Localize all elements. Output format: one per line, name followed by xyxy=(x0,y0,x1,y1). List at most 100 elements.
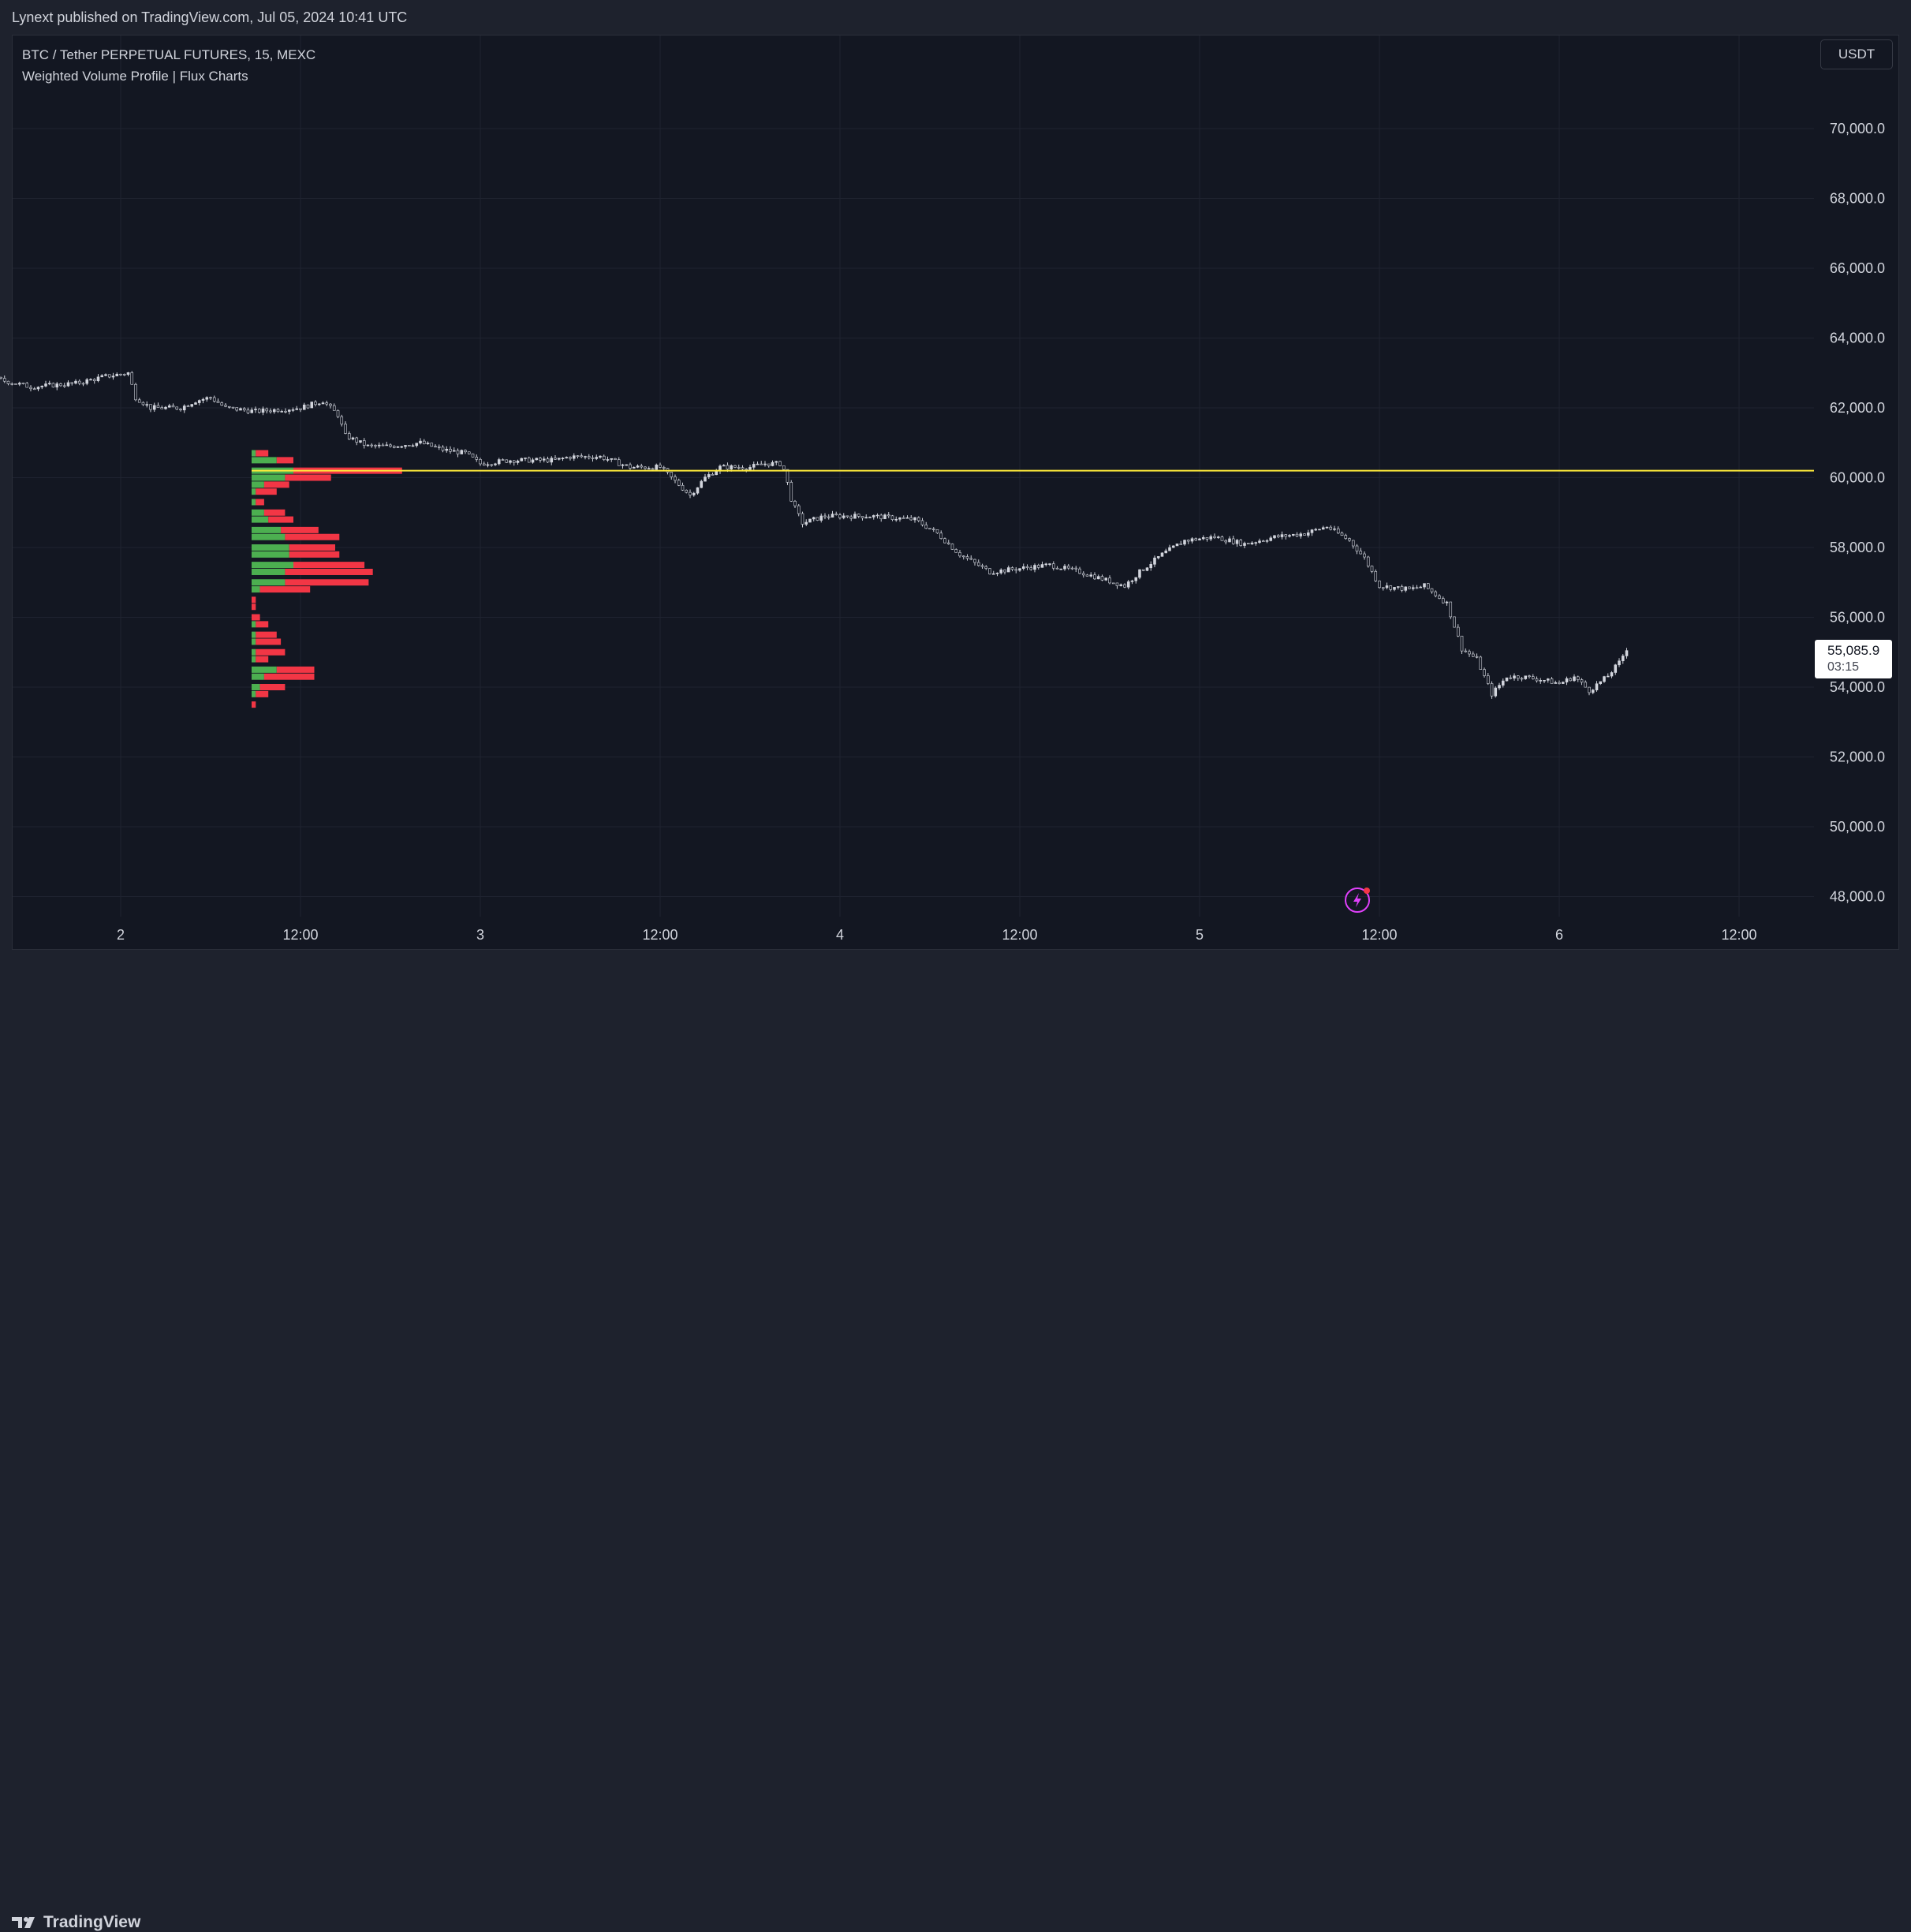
candle-body xyxy=(830,514,834,518)
candle-body xyxy=(1295,533,1299,536)
symbol-title[interactable]: BTC / Tether PERPETUAL FUTURES, 15, MEXC xyxy=(22,47,316,62)
candle-body xyxy=(1194,538,1198,540)
lightning-icon[interactable] xyxy=(1345,888,1370,913)
candle-body xyxy=(838,514,842,518)
candle-body xyxy=(786,469,789,483)
candle-body xyxy=(96,376,100,382)
indicator-title[interactable]: Weighted Volume Profile | Flux Charts xyxy=(22,69,248,84)
candle-body xyxy=(1213,536,1216,538)
candle-body xyxy=(1254,542,1258,544)
time-tick-label: 2 xyxy=(117,927,125,943)
volume-bar-sell xyxy=(256,631,277,638)
price-tick-label: 68,000.0 xyxy=(1830,191,1885,207)
candle-body xyxy=(1081,573,1085,576)
candle-body xyxy=(659,465,662,468)
candle-body xyxy=(662,467,666,469)
volume-bar-buy xyxy=(252,656,256,663)
footer-bar: TradingView xyxy=(0,950,1911,1931)
volume-bar-buy xyxy=(252,474,286,481)
candle-body xyxy=(1153,557,1156,565)
candle-body xyxy=(1475,656,1479,658)
candle-body xyxy=(1456,626,1460,637)
candle-body xyxy=(287,409,291,412)
candle-body xyxy=(1063,566,1066,570)
candle-body xyxy=(886,514,890,517)
candle-body xyxy=(958,552,961,557)
candle-body xyxy=(85,379,89,384)
candle-body xyxy=(512,460,516,463)
candle-body xyxy=(426,443,430,445)
candle-body xyxy=(89,379,92,381)
candle-body xyxy=(340,416,344,424)
candle-body xyxy=(916,517,920,521)
volume-profile xyxy=(252,450,402,708)
price-tick-label: 56,000.0 xyxy=(1830,610,1885,626)
candle-body xyxy=(347,433,351,439)
candle-body xyxy=(452,450,456,452)
volume-bar-sell xyxy=(289,551,340,558)
candle-body xyxy=(1625,650,1629,656)
candle-body xyxy=(935,529,939,534)
candle-body xyxy=(674,476,677,481)
candle-body xyxy=(1561,682,1565,684)
candle-body xyxy=(677,480,681,486)
candle-body xyxy=(1393,587,1396,590)
candle-body xyxy=(636,465,640,468)
candle-body xyxy=(216,401,220,403)
candle-body xyxy=(254,409,257,410)
candle-body xyxy=(516,460,520,463)
currency-button[interactable]: USDT xyxy=(1820,39,1893,69)
candle-body xyxy=(194,402,197,405)
candle-body xyxy=(1573,676,1576,682)
candle-body xyxy=(1468,651,1471,655)
candle-body xyxy=(1006,567,1010,573)
candle-body xyxy=(778,461,782,466)
candle-body xyxy=(1021,566,1025,569)
candle-body xyxy=(1565,678,1569,682)
chart-pane[interactable] xyxy=(12,35,1899,950)
candle-body xyxy=(1576,676,1580,680)
candle-body xyxy=(1239,540,1243,546)
candle-body xyxy=(752,464,756,468)
candle-body xyxy=(355,437,359,443)
candle-body xyxy=(610,458,614,460)
candle-body xyxy=(242,408,246,411)
candle-body xyxy=(629,464,632,469)
tradingview-brand[interactable]: TradingView xyxy=(12,1913,140,1932)
candle-body xyxy=(557,458,561,460)
candle-body xyxy=(1175,544,1179,547)
volume-bar-sell xyxy=(285,568,373,575)
candle-body xyxy=(1359,551,1363,555)
candle-body xyxy=(36,387,40,390)
candle-body xyxy=(130,372,134,385)
candle-body xyxy=(606,459,610,461)
price-tick-label: 66,000.0 xyxy=(1830,260,1885,276)
volume-bar-sell xyxy=(276,666,315,673)
candle-body xyxy=(126,372,130,375)
candle-body xyxy=(1535,678,1539,682)
candle-body xyxy=(261,408,265,413)
candle-body xyxy=(257,409,261,413)
candle-body xyxy=(771,462,774,466)
candle-body xyxy=(40,386,44,387)
candle-body xyxy=(227,405,231,408)
candle-body xyxy=(1284,534,1288,537)
price-chart[interactable]: 70,000.0 68,000.0 66,000.0 64,000.0 62,000.0… xyxy=(0,0,1911,950)
candle-body xyxy=(107,374,111,378)
candle-body xyxy=(700,480,704,488)
candle-body xyxy=(793,500,797,506)
volume-bar-buy xyxy=(252,579,286,586)
brand-name: TradingView xyxy=(43,1913,141,1931)
candle-body xyxy=(1209,536,1213,540)
candle-body xyxy=(460,450,464,454)
candle-body xyxy=(1070,567,1074,570)
candle-body xyxy=(10,383,14,385)
candle-body xyxy=(1603,676,1606,682)
volume-bar-sell xyxy=(256,488,277,495)
candle-body xyxy=(66,382,70,387)
candle-body xyxy=(377,444,381,447)
candle-body xyxy=(1580,679,1584,683)
candle-body xyxy=(1351,540,1355,547)
candle-body xyxy=(17,383,21,385)
candle-body xyxy=(441,447,445,451)
